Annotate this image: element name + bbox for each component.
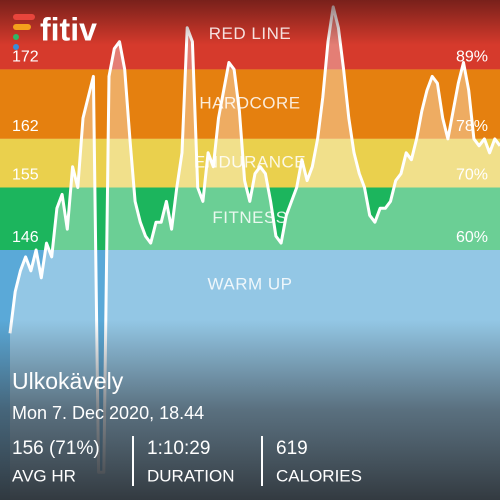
stat-label: AVG HR [12,466,76,485]
workout-date: Mon 7. Dec 2020, 18.44 [12,403,204,423]
labels: RED LINE HARDCORE ENDURANCE FITNESS WARM UP 1… [12,24,488,293]
logo: fitiv [13,11,97,50]
workout-info: Ulkokävely Mon 7. Dec 2020, 18.44 156 (7… [12,368,362,486]
logo-bar [13,44,19,50]
zone-label: RED LINE [209,24,291,43]
stat-label: DURATION [147,466,235,485]
workout-title: Ulkokävely [12,368,124,394]
y-tick-label: 155 [12,167,39,184]
zone-percent-label: 78% [456,118,488,135]
stat-label: CALORIES [276,466,362,485]
zone-band [0,138,500,188]
y-tick-label: 162 [12,118,39,135]
logo-bar [13,34,19,40]
logo-text: fitiv [40,11,97,47]
zone-label: HARDCORE [199,94,300,113]
y-tick-label: 172 [12,49,39,66]
zone-percent-label: 89% [456,49,488,66]
bottom-shade [0,320,500,500]
zone-label: FITNESS [212,208,287,227]
zone-label: WARM UP [207,274,292,293]
hr-line [8,5,500,474]
zone-label: ENDURANCE [194,153,306,172]
stat-value: 619 [276,438,308,459]
logo-bar [13,24,31,30]
zone-percent-label: 70% [456,167,488,184]
logo-bar [13,14,35,20]
stat-value: 156 (71%) [12,438,100,459]
stat-value: 1:10:29 [147,438,210,459]
y-tick-label: 146 [12,229,39,246]
zone-percent-label: 60% [456,229,488,246]
top-shade [0,0,500,45]
